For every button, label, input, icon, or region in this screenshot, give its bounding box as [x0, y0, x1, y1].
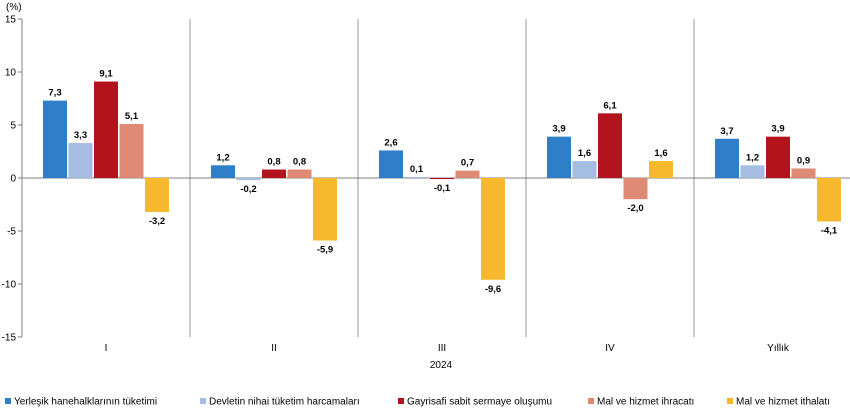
bars-layer — [43, 81, 841, 280]
data-label: 0,1 — [410, 164, 424, 175]
bar — [715, 138, 739, 178]
data-labels-layer: 7,33,39,15,1-3,21,2-0,20,8 0,8-5,92,60,1-… — [48, 69, 838, 295]
data-label: 6,1 — [603, 100, 617, 111]
legend-swatch — [727, 398, 733, 404]
bar — [455, 170, 480, 178]
bar — [43, 100, 67, 178]
bar — [547, 136, 571, 178]
y-tick-label: -10 — [2, 280, 17, 291]
data-label: -4,1 — [821, 225, 838, 236]
data-label: 1,6 — [654, 148, 667, 159]
bar — [236, 178, 261, 181]
x-category-label: IV — [605, 343, 615, 354]
data-label: 0,9 — [797, 155, 810, 166]
bar — [623, 178, 648, 200]
bar — [404, 176, 429, 178]
data-label: -9,6 — [485, 284, 501, 295]
bar — [313, 178, 337, 241]
bar — [262, 169, 286, 178]
bar — [572, 161, 597, 178]
data-label: 0,7 — [461, 158, 474, 169]
data-label: -5,9 — [317, 245, 333, 256]
bar — [817, 178, 841, 222]
data-label: 0,8 — [293, 157, 306, 168]
data-label: 0,8 — [267, 157, 280, 168]
legend-label: Yerleşik hanehalklarının tüketimi — [14, 397, 157, 408]
legend-label: Mal ve hizmet ithalatı — [736, 397, 830, 408]
data-label: -3,2 — [149, 216, 165, 227]
bar — [598, 113, 622, 178]
data-label: 2,6 — [384, 137, 397, 148]
data-label: 3,9 — [552, 124, 565, 135]
legend: Yerleşik hanehalklarının tüketimi Devleti… — [5, 397, 830, 408]
bar — [430, 178, 454, 180]
y-axis-unit-label: (%) — [6, 2, 22, 13]
legend-label: Devletin nihai tüketim harcamaları — [209, 397, 360, 408]
data-label: 3,3 — [74, 130, 87, 141]
bar — [68, 143, 93, 178]
bar — [287, 169, 312, 178]
x-category-label: II — [271, 343, 277, 354]
bar — [740, 165, 765, 178]
bar — [379, 150, 403, 178]
bar — [481, 178, 505, 280]
data-label: 7,3 — [48, 88, 61, 99]
x-group-title: 2024 — [430, 360, 453, 371]
data-label: 5,1 — [125, 111, 139, 122]
data-label: 9,1 — [99, 69, 113, 80]
legend-swatch — [5, 398, 11, 404]
data-label: 1,2 — [216, 152, 229, 163]
x-category-label: Yıllık — [767, 343, 790, 354]
data-label: 3,7 — [720, 126, 733, 137]
data-label: 1,2 — [746, 152, 759, 163]
bar — [649, 161, 673, 178]
y-tick-label: 5 — [10, 121, 16, 132]
legend-swatch — [200, 398, 206, 404]
y-tick-label: -5 — [7, 227, 16, 238]
y-tick-label: -15 — [2, 333, 17, 344]
data-label: 1,6 — [578, 148, 591, 159]
bar — [145, 178, 169, 212]
x-category-label: I — [105, 343, 108, 354]
data-label: -0,2 — [240, 184, 256, 195]
legend-swatch — [588, 398, 594, 404]
x-category-label: III — [438, 343, 446, 354]
bar — [119, 123, 144, 178]
bar — [766, 136, 790, 178]
y-tick-label: 0 — [10, 174, 16, 185]
y-tick-label: 15 — [5, 15, 17, 26]
bar — [211, 165, 235, 178]
data-label: 3,9 — [771, 124, 784, 135]
legend-label: Mal ve hizmet ihracatı — [597, 397, 694, 408]
data-label: -0,1 — [434, 183, 451, 194]
bar — [791, 168, 816, 178]
legend-label: Gayrisafi sabit sermaye oluşumu — [407, 397, 552, 408]
y-tick-label: 10 — [5, 68, 17, 79]
legend-swatch — [398, 398, 404, 404]
bar — [94, 81, 118, 178]
data-label: -2,0 — [627, 203, 643, 214]
